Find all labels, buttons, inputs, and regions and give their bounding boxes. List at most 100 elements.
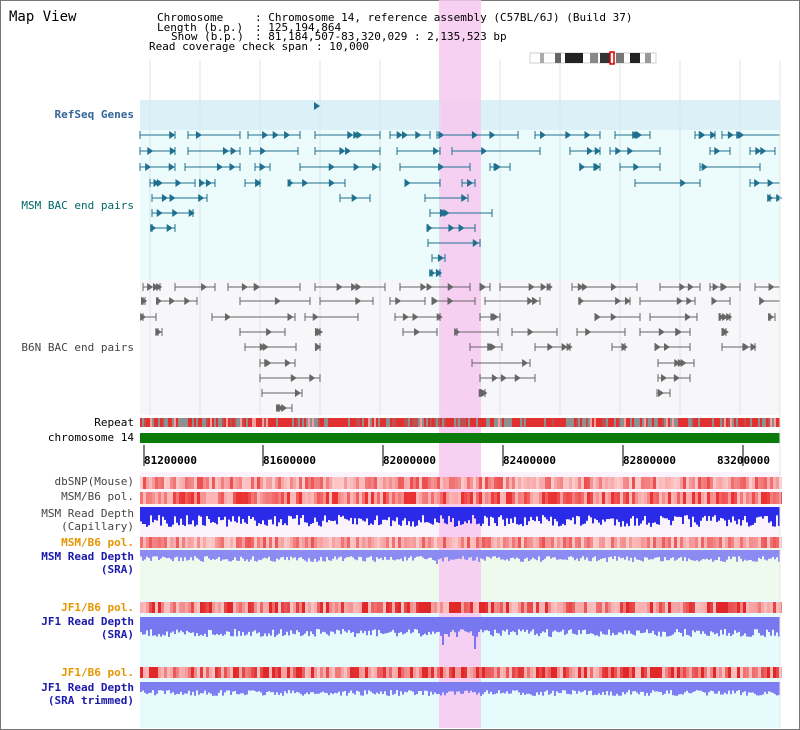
pol-mark (623, 537, 626, 548)
pol-mark (428, 492, 431, 504)
depth-bar (454, 682, 456, 695)
pol-mark (209, 667, 212, 678)
depth-bar (208, 682, 210, 693)
depth-bar (690, 507, 692, 527)
depth-bar (626, 617, 628, 634)
depth-bar (204, 507, 206, 526)
pol-mark (674, 602, 677, 613)
pol-mark (539, 667, 542, 678)
pol-mark (332, 602, 335, 613)
track-label-jf1-depth-trimmed[interactable]: JF1 Read Depth (41, 681, 134, 694)
depth-bar (524, 682, 526, 695)
depth-bar (692, 617, 694, 631)
pol-mark (281, 537, 284, 548)
pol-mark (251, 602, 254, 613)
repeat-mark (314, 418, 316, 427)
depth-bar (314, 682, 316, 694)
pol-mark (692, 667, 695, 678)
pol-mark (743, 477, 746, 489)
depth-bar (490, 617, 492, 635)
pol-mark (332, 477, 335, 489)
repeat-mark (752, 418, 754, 427)
depth-bar (148, 550, 150, 558)
depth-bar (436, 507, 438, 523)
track-label-repeat[interactable]: Repeat (94, 416, 134, 429)
track-label-msm-depth-sra[interactable]: MSM Read Depth (41, 550, 134, 563)
repeat-mark (770, 418, 772, 427)
depth-bar (772, 617, 774, 630)
repeat-mark (680, 418, 682, 427)
pol-mark (161, 667, 164, 678)
feature-marker (241, 283, 248, 291)
depth-bar (648, 550, 650, 560)
pol-mark (686, 477, 689, 489)
pol-mark (467, 667, 470, 678)
pol-mark (290, 537, 293, 548)
depth-bar (610, 682, 612, 692)
depth-bar (686, 617, 688, 635)
feature-marker (540, 283, 547, 291)
track-label-msm-b6-pol-1[interactable]: MSM/B6 pol. (61, 490, 134, 503)
track-label-jf1-b6-pol-1[interactable]: JF1/B6 pol. (61, 601, 134, 614)
pol-mark (545, 537, 548, 548)
track-label-jf1-depth-sra[interactable]: JF1 Read Depth (41, 615, 134, 628)
depth-bar (550, 507, 552, 517)
track-label-jf1-b6-pol-2[interactable]: JF1/B6 pol. (61, 666, 134, 679)
pol-mark (305, 602, 308, 613)
pol-mark (437, 602, 440, 613)
pol-mark (320, 667, 323, 678)
depth-bar (470, 682, 472, 691)
track-label-dbsnp[interactable]: dbSNP(Mouse) (54, 475, 134, 488)
pol-mark (308, 492, 311, 504)
repeat-mark (198, 418, 200, 427)
pol-mark (689, 477, 692, 489)
feature-marker (547, 343, 554, 351)
pol-mark (359, 477, 362, 489)
depth-bar (382, 550, 384, 561)
track-label-b6n-bac[interactable]: B6N BAC end pairs (21, 341, 134, 354)
axis-tick-label: 81600000 (263, 454, 316, 467)
track-label-msm-depth-capillary[interactable]: MSM Read Depth (41, 507, 134, 520)
repeat-mark (322, 418, 324, 427)
pol-mark (389, 477, 392, 489)
depth-bar (718, 682, 720, 692)
depth-bar (176, 550, 178, 557)
feature-marker (750, 343, 757, 351)
feature-marker (472, 239, 479, 247)
pol-mark (275, 667, 278, 678)
track-label-msm-bac[interactable]: MSM BAC end pairs (21, 199, 134, 212)
depth-bar (630, 682, 632, 695)
repeat-mark (286, 418, 288, 427)
repeat-mark (486, 418, 488, 427)
track-label-refseq[interactable]: RefSeq Genes (54, 108, 134, 121)
depth-bar (522, 682, 524, 693)
repeat-mark (248, 418, 250, 427)
repeat-mark (474, 418, 476, 427)
track-label-msm-b6-pol-2[interactable]: MSM/B6 pol. (61, 536, 134, 549)
pol-mark (593, 492, 596, 504)
pol-mark (587, 537, 590, 548)
depth-bar (540, 682, 542, 692)
depth-bar (678, 550, 680, 559)
pol-mark (761, 667, 764, 678)
pol-mark (689, 537, 692, 548)
depth-bar (442, 682, 444, 693)
depth-bar (310, 617, 312, 632)
pol-mark (257, 492, 260, 504)
repeat-mark (432, 418, 434, 427)
repeat-mark (512, 418, 514, 427)
pol-mark (518, 602, 521, 613)
pol-mark (536, 667, 539, 678)
depth-bar (264, 682, 266, 696)
pol-mark (479, 477, 482, 489)
depth-bar (194, 682, 196, 696)
pol-mark (557, 602, 560, 613)
pol-mark (209, 537, 212, 548)
depth-bar (498, 550, 500, 558)
depth-bar (584, 550, 586, 560)
pol-mark (167, 492, 170, 504)
repeat-mark (502, 418, 504, 427)
repeat-mark (144, 418, 146, 427)
repeat-mark (264, 418, 266, 427)
